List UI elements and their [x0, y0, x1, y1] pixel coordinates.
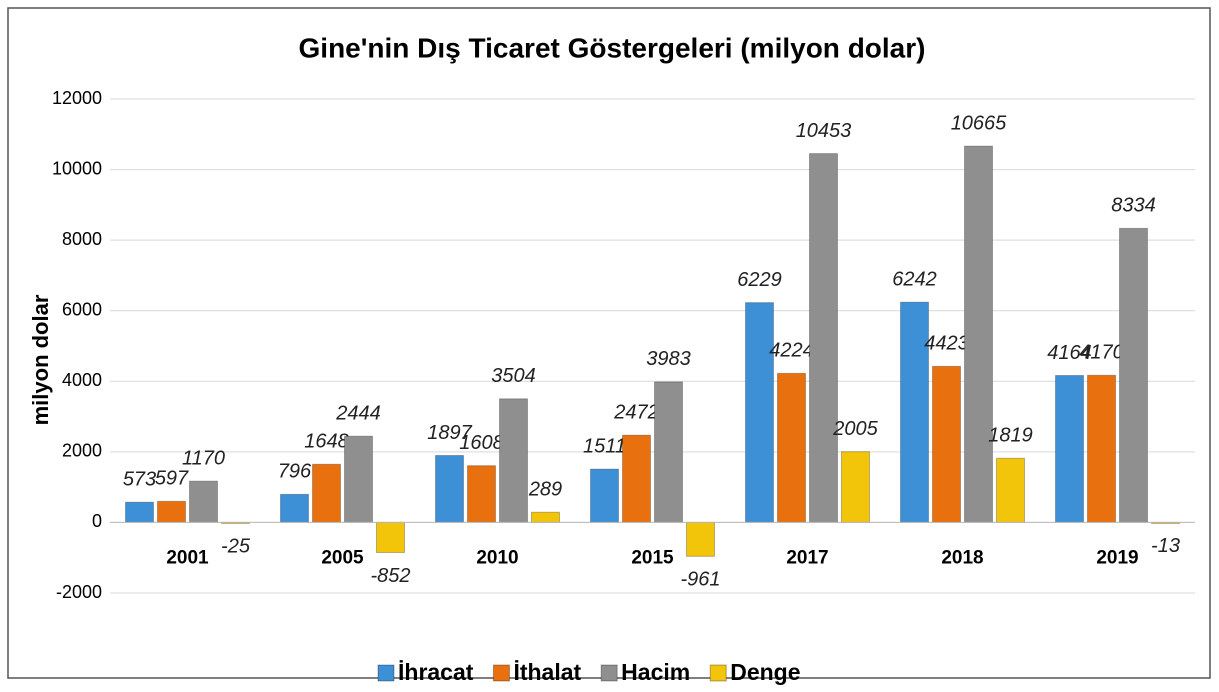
bar: [996, 457, 1025, 523]
value-label: 4423: [924, 333, 969, 355]
legend-swatch: [709, 664, 727, 682]
bar: [686, 521, 715, 557]
value-label: 1608: [459, 432, 504, 454]
bar: [531, 511, 560, 523]
x-tick-label: 2001: [166, 547, 209, 568]
x-tick-label: 2018: [941, 547, 983, 568]
y-tick-label: 2000: [62, 441, 102, 461]
bar: [312, 463, 341, 523]
x-tick-label: 2010: [476, 547, 518, 568]
bar: [622, 434, 651, 523]
chart-title: Gine'nin Dış Ticaret Göstergeleri (milyo…: [299, 32, 926, 63]
value-label: -961: [680, 569, 720, 591]
y-tick-label: 10000: [52, 158, 102, 178]
value-label: 10453: [796, 120, 852, 142]
value-label: 4164: [1047, 342, 1092, 364]
value-label: 573: [123, 468, 156, 490]
bar: [1119, 227, 1148, 523]
bar: [499, 398, 528, 523]
x-tick-label: 2017: [786, 547, 828, 568]
legend-swatch: [600, 664, 618, 682]
legend-swatch: [492, 664, 510, 682]
bar: [745, 302, 774, 523]
value-label: 1170: [182, 447, 225, 469]
value-label: 597: [155, 468, 189, 490]
legend-label: Denge: [730, 659, 800, 685]
bar: [841, 451, 870, 523]
value-label: 1511: [583, 435, 626, 457]
y-tick-label: 0: [92, 511, 102, 531]
value-label: 2472: [613, 401, 659, 423]
bar: [900, 301, 929, 523]
value-label: 289: [528, 479, 562, 501]
bar: [590, 468, 619, 523]
bar: [1087, 374, 1116, 523]
value-label: 1897: [427, 422, 472, 444]
bar: [467, 465, 496, 523]
value-label: -852: [370, 565, 410, 587]
value-label: 10665: [951, 112, 1007, 134]
legend-label: İthalat: [513, 659, 581, 685]
legend-swatch: [377, 664, 395, 682]
frame: [7, 7, 1211, 679]
value-label: 1648: [304, 431, 349, 453]
value-label: 3983: [646, 348, 691, 370]
legend-label: Hacim: [621, 659, 690, 685]
value-label: 4170: [1079, 342, 1124, 364]
y-tick-label: 12000: [52, 88, 102, 108]
y-axis-label: milyon dolar: [28, 294, 53, 425]
value-label: -13: [1151, 535, 1180, 557]
value-label: 6242: [892, 268, 937, 290]
value-label: 8334: [1111, 195, 1156, 217]
y-tick-label: 4000: [62, 370, 102, 390]
bar: [809, 153, 838, 523]
value-label: 2005: [832, 418, 878, 440]
bar: [344, 435, 373, 523]
bar: [189, 480, 218, 523]
value-label: 796: [278, 461, 312, 483]
value-label: 3504: [491, 365, 536, 387]
bar: [280, 493, 309, 523]
value-label: -25: [221, 536, 251, 558]
x-tick-label: 2015: [631, 547, 674, 568]
bar: [157, 500, 186, 523]
bar: [932, 365, 961, 523]
x-tick-label: 2005: [321, 547, 364, 568]
legend-label: İhracat: [398, 659, 474, 685]
value-label: 4224: [769, 340, 814, 362]
bar: [654, 381, 683, 523]
bar: [964, 145, 993, 523]
x-tick-label: 2019: [1096, 547, 1138, 568]
bar: [435, 454, 464, 523]
y-tick-label: -2000: [56, 582, 102, 602]
bar: [376, 521, 405, 553]
bar: [777, 372, 806, 523]
value-label: 2444: [335, 402, 381, 424]
y-tick-label: 6000: [62, 299, 102, 319]
y-tick-label: 8000: [62, 229, 102, 249]
value-label: 6229: [737, 269, 782, 291]
value-label: 1819: [988, 425, 1033, 447]
bar: [125, 501, 154, 523]
bar: [1055, 374, 1084, 523]
